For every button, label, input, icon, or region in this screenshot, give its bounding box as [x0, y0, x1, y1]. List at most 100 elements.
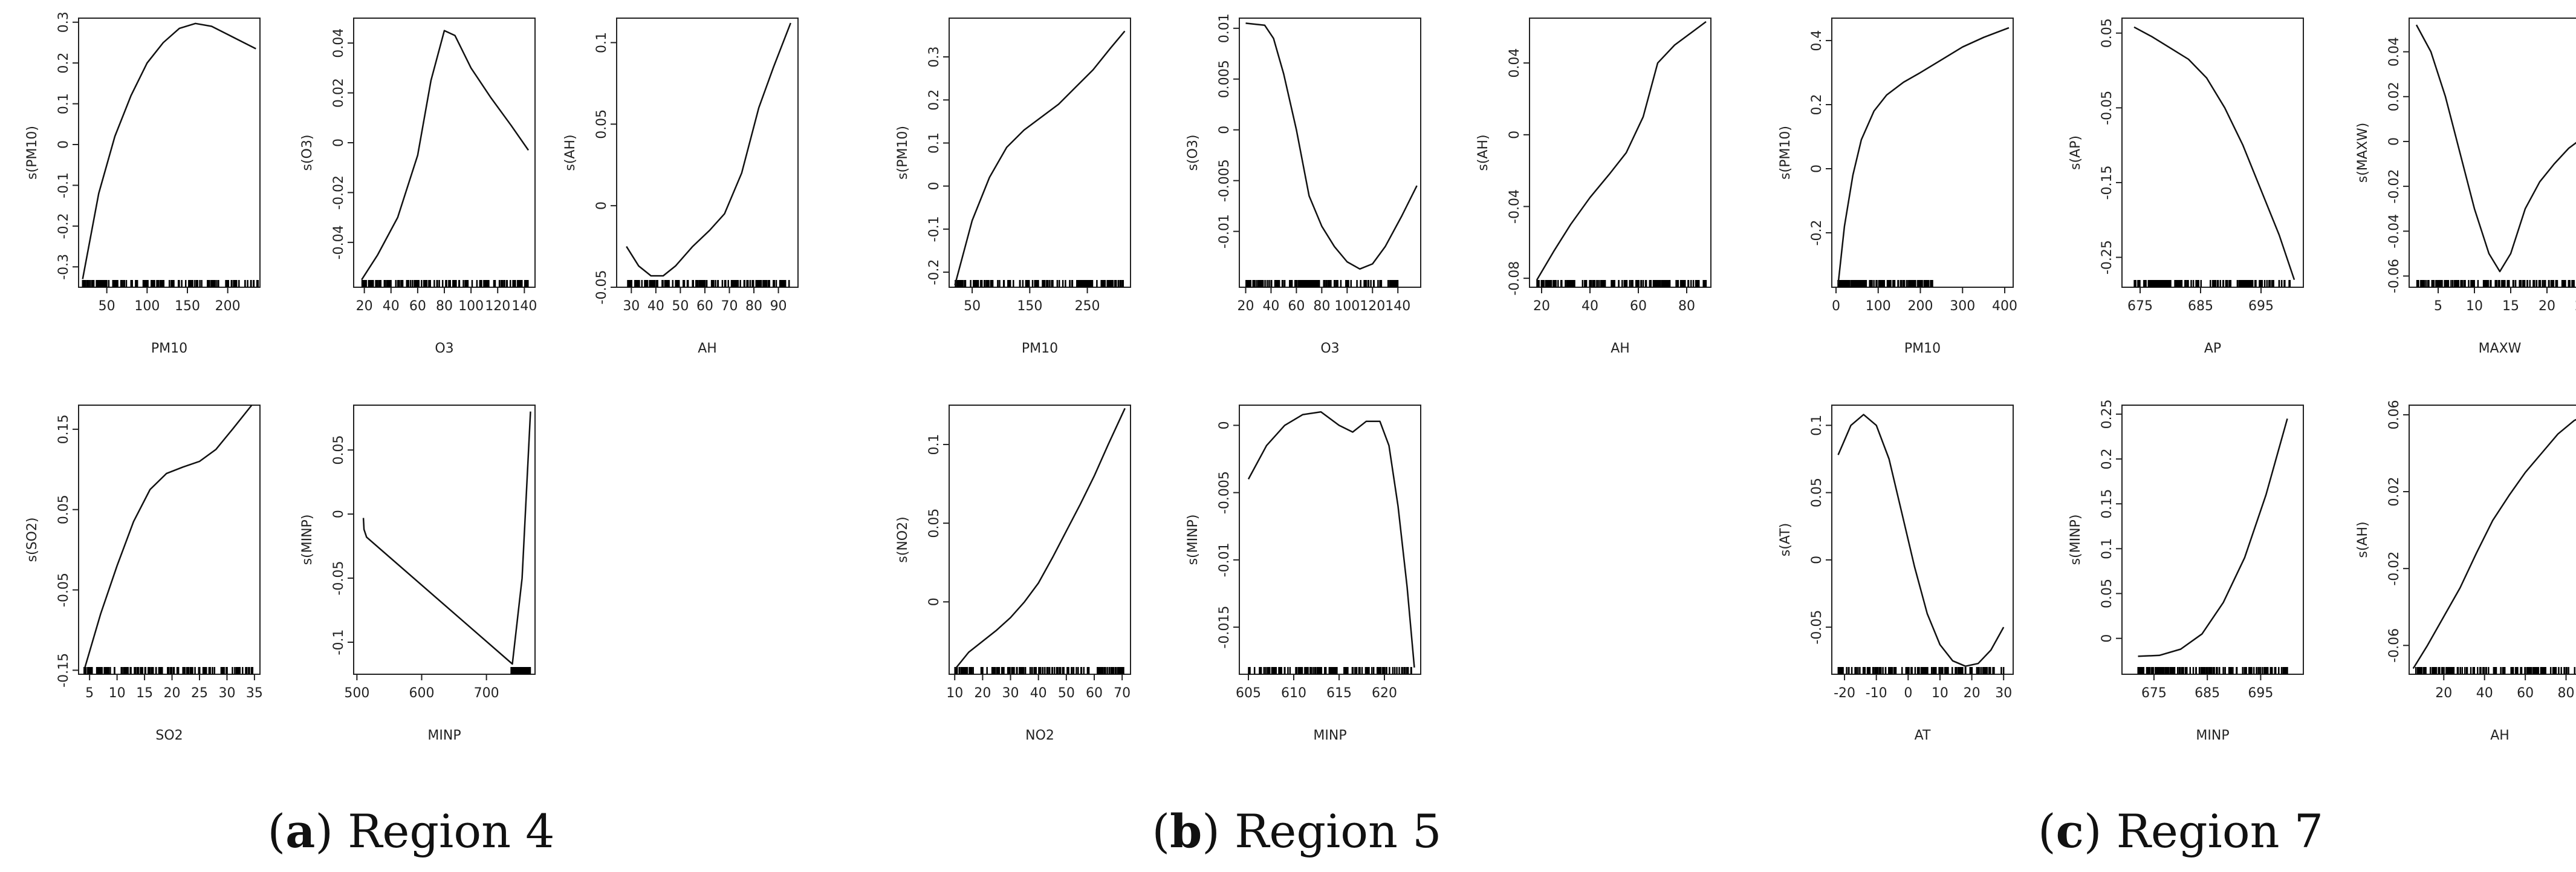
x-tick-label: 620	[1372, 686, 1397, 701]
x-tick-label: 685	[2188, 299, 2213, 314]
y-tick-label: -0.05	[594, 270, 609, 305]
y-tick-label: -0.005	[1217, 471, 1232, 514]
plot-frame	[949, 405, 1131, 675]
x-tick-label: 90	[770, 299, 787, 314]
x-tick-label: 80	[436, 299, 453, 314]
smooth-curve	[1245, 22, 1418, 270]
plot-frame	[2121, 18, 2304, 288]
x-tick-label: 615	[1326, 686, 1352, 701]
plot-frame	[616, 18, 799, 288]
rug-marks	[1837, 667, 2005, 674]
x-tick-label: 25	[2575, 299, 2576, 314]
x-tick-label: 10	[1932, 686, 1948, 701]
x-tick-label: 20	[1964, 686, 1981, 701]
x-tick-label: 675	[2127, 299, 2153, 314]
smooth-curve	[1536, 21, 1707, 281]
y-tick-label: -0.1	[927, 216, 942, 242]
y-tick-label: 0.2	[927, 89, 942, 111]
rug-marks	[1837, 280, 1933, 287]
x-tick-label: 30	[623, 299, 640, 314]
y-tick-label: -0.05	[2100, 91, 2115, 125]
y-tick-label: -0.08	[1507, 261, 1522, 296]
y-axis-label: s(AH)	[1476, 134, 1491, 171]
y-tick-label: -0.04	[331, 225, 346, 259]
x-tick-label: 50	[964, 299, 981, 314]
plot-frame	[949, 18, 1131, 288]
y-tick-label: 0.04	[331, 28, 346, 58]
x-tick-label: 5	[85, 686, 94, 701]
y-tick-label: 0.02	[2387, 477, 2402, 507]
x-tick-label: 40	[1262, 299, 1279, 314]
x-tick-label: 15	[2502, 299, 2519, 314]
panel-r5-ah: 20 40 60 80 -0.08 -0.04 0 0.04 AH s(AH)	[1476, 18, 1711, 356]
y-tick-label: -0.015	[1217, 606, 1232, 649]
x-tick-label: 50	[99, 299, 115, 314]
x-tick-label: 60	[696, 299, 713, 314]
panel-r5-no2: 10 20 30 40 50 60 70 0 0.05 0.1 NO2 s(NO2)	[895, 405, 1131, 743]
x-tick-label: 50	[672, 299, 689, 314]
y-tick-label: -0.05	[331, 561, 346, 596]
x-tick-label: 675	[2141, 686, 2167, 701]
x-tick-label: -20	[1834, 686, 1855, 701]
panel-r4-minp: 500 600 700 -0.1 -0.05 0 0.05 MINP s(MINP)	[300, 405, 536, 743]
y-axis-label: s(PM10)	[25, 126, 40, 180]
plot-frame	[1831, 405, 2014, 675]
x-tick-label: 20	[2539, 299, 2555, 314]
x-tick-label: 40	[383, 299, 400, 314]
panel-r5-o3: 20 40 60 80 100 120 140 -0.01 -0.005 0 0.005 0.01 O3…	[1186, 13, 1421, 356]
x-tick-label: 0	[1832, 299, 1840, 314]
y-tick-label: 0.1	[927, 434, 942, 455]
y-tick-label: -0.02	[2387, 169, 2402, 204]
smooth-curve	[1247, 411, 1415, 668]
x-tick-label: 100	[134, 299, 160, 314]
plot-frame	[78, 18, 261, 288]
x-axis-label: AH	[2490, 728, 2509, 743]
panel-r5-minp: 605 610 615 620 -0.015 -0.01 -0.005 0 MINP s(MINP…	[1186, 405, 1421, 743]
y-axis-label: s(MINP)	[2068, 515, 2083, 565]
x-tick-label: 250	[1075, 299, 1100, 314]
x-tick-label: 50	[1058, 686, 1075, 701]
y-tick-label: 0	[927, 597, 942, 606]
x-axis-label: NO2	[1025, 728, 1054, 743]
y-tick-label: -0.02	[331, 175, 346, 210]
y-axis-label: s(AP)	[2068, 135, 2083, 170]
caption-region-4: (a) Region 4	[267, 804, 555, 858]
x-tick-label: 60	[2517, 686, 2534, 701]
plot-frame	[78, 405, 261, 675]
x-tick-label: 0	[1904, 686, 1912, 701]
x-axis-label: MINP	[427, 728, 461, 743]
x-tick-label: 80	[745, 299, 762, 314]
rug-marks	[361, 280, 529, 287]
y-axis-label: s(MAXW)	[2355, 123, 2370, 183]
x-axis-label: O3	[435, 341, 453, 356]
y-tick-label: 0.04	[1507, 48, 1522, 78]
y-tick-label: 0.1	[927, 132, 942, 154]
y-tick-label: -0.1	[56, 172, 71, 198]
panel-r7-ap: 675 685 695 -0.25 -0.15 -0.05 0.05 AP s(AP)	[2068, 18, 2304, 356]
y-tick-label: -0.2	[927, 259, 942, 285]
y-tick-label: 0	[1217, 126, 1232, 134]
x-tick-label: 40	[1582, 299, 1598, 314]
y-tick-label: -0.25	[2100, 240, 2115, 275]
y-tick-label: 0.2	[2100, 449, 2115, 470]
y-tick-label: 0	[1507, 131, 1522, 139]
x-tick-label: 80	[2558, 686, 2575, 701]
x-tick-label: 40	[647, 299, 664, 314]
plot-frame	[353, 405, 536, 675]
rug-marks	[1248, 667, 1412, 674]
y-tick-label: -0.02	[2387, 552, 2402, 586]
panel-r7-ah: 20 40 60 80 -0.06 -0.02 0.02 0.06 AH s(AH)	[2355, 400, 2576, 743]
x-tick-label: 20	[2435, 686, 2452, 701]
y-axis-label: s(PM10)	[895, 126, 910, 180]
plot-frame	[1529, 18, 1711, 288]
y-tick-label: 0.2	[1809, 94, 1825, 116]
y-tick-label: 0	[1809, 556, 1825, 564]
x-tick-label: 80	[1313, 299, 1330, 314]
x-tick-label: 140	[1385, 299, 1410, 314]
x-axis-label: PM10	[1022, 341, 1058, 356]
y-tick-label: 0.05	[1809, 478, 1825, 507]
plot-frame	[1239, 18, 1421, 288]
y-tick-label: -0.04	[2387, 214, 2402, 249]
rug-marks	[955, 280, 1124, 287]
y-tick-label: 0	[927, 182, 942, 190]
